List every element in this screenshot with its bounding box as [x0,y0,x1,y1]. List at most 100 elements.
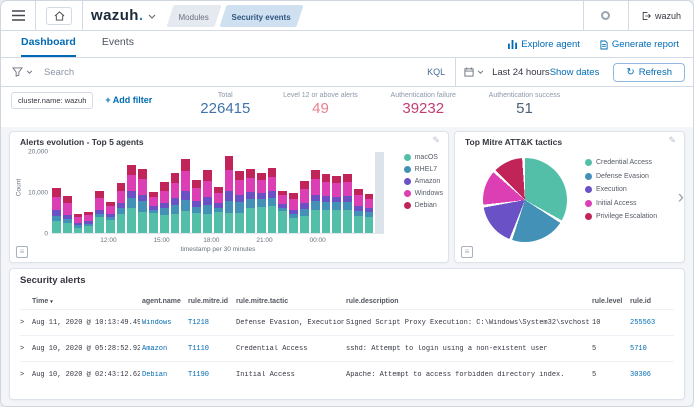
legend-item[interactable]: Initial Access [585,199,657,207]
stacked-bar[interactable] [289,193,298,233]
stacked-bar[interactable] [138,169,148,233]
stacked-bar[interactable] [202,169,212,233]
refresh-button[interactable]: ↻ Refresh [613,62,685,82]
stacked-bar[interactable] [332,175,342,233]
stacked-bar[interactable] [52,188,61,233]
stacked-bar[interactable] [116,182,126,233]
stacked-bar[interactable] [192,180,201,233]
kql-toggle[interactable]: KQL [427,67,446,77]
time-range-label[interactable]: Last 24 hours [492,66,550,78]
health-status-button[interactable] [584,1,628,30]
tab-dashboard[interactable]: Dashboard [21,36,76,57]
show-dates-button[interactable]: Show dates [549,66,600,78]
cell-agent-link[interactable]: Windows [142,318,172,327]
cell-mitre-id-link[interactable]: T1190 [188,370,210,379]
api-selector-chevron-icon[interactable] [148,14,156,19]
home-button[interactable] [46,6,72,25]
user-menu[interactable]: wazuh [629,11,693,21]
inspect-panel-icon[interactable]: ≡ [461,246,473,258]
stacked-bar[interactable] [181,159,191,233]
date-picker-button[interactable] [456,67,492,77]
stacked-bar[interactable] [343,173,352,233]
add-filter-button[interactable]: + Add filter [105,95,153,105]
stacked-bar[interactable] [235,170,245,233]
stacked-bar[interactable] [127,165,137,233]
legend-item[interactable]: Windows [403,190,443,197]
column-header-rule-id[interactable]: rule.id [630,297,652,305]
column-header-rule-level[interactable]: rule.level [592,297,623,305]
cell-level: 10 [592,318,601,327]
pie-chart[interactable] [483,158,567,242]
stacked-bar[interactable] [62,195,72,233]
bar-segment [138,211,148,233]
legend-item[interactable]: Amazon [403,178,443,185]
cell-rule-id-link[interactable]: 30306 [630,370,652,379]
stacked-bar[interactable] [149,191,158,233]
legend-item[interactable]: Debian [403,202,443,209]
search-input[interactable] [42,65,418,79]
subnav-actions: Explore agent Generate report [508,39,693,57]
stacked-bar[interactable] [278,190,288,233]
cell-agent-link[interactable]: Amazon [142,344,168,353]
legend-label: Credential Access [596,159,653,166]
cell-mitre-id-link[interactable]: T1218 [188,318,210,327]
filter-pill-cluster-name[interactable]: cluster.name: wazuh [11,92,94,109]
row-expander-icon[interactable]: > [20,344,25,353]
row-expander-icon[interactable]: > [20,370,25,379]
stacked-bar[interactable] [84,211,94,233]
tab-events[interactable]: Events [101,36,134,48]
stacked-bar[interactable] [213,187,223,233]
table-row: > Aug 10, 2020 @ 02:43:12.625 Debian T1190 I… [20,361,674,387]
row-expander-icon[interactable]: > [20,318,25,327]
cell-rule-id-link[interactable]: 5710 [630,344,647,353]
legend-item[interactable]: Credential Access [585,159,657,166]
saved-query-menu-button[interactable] [1,67,42,77]
stacked-bar[interactable] [105,201,115,233]
column-header-rule-mitre-tactic[interactable]: rule.mitre.tactic [236,297,289,305]
inspect-panel-icon[interactable]: ≡ [16,246,28,258]
cell-rule-id-link[interactable]: 255563 [630,318,656,327]
edit-panel-icon[interactable]: ✎ [668,135,676,145]
stacked-bar[interactable] [73,213,83,233]
cell-tactic: Initial Access [236,370,295,379]
cell-agent-link[interactable]: Debian [142,370,168,379]
bar-segment [192,212,201,233]
stacked-bar[interactable] [321,174,331,233]
edit-panel-icon[interactable]: ✎ [432,135,440,145]
bar-segment [116,208,126,215]
stacked-bar[interactable] [267,168,277,233]
stacked-bar[interactable] [310,170,320,233]
legend-item[interactable]: Execution [585,186,657,193]
bar-segment [310,179,320,195]
breadcrumb-modules[interactable]: Modules [166,4,223,27]
x-tick-label: 00:00 [309,237,326,244]
next-page-chevron-icon[interactable]: › [677,187,684,208]
explore-agent-button[interactable]: Explore agent [508,39,580,50]
stacked-bar[interactable] [159,182,169,233]
cell-mitre-id-link[interactable]: T1110 [188,344,210,353]
generate-report-button[interactable]: Generate report [600,39,679,50]
bar-plot[interactable] [52,152,385,234]
column-header-rule-description[interactable]: rule.description [346,297,399,305]
stacked-bar[interactable] [364,193,374,233]
stacked-bar[interactable] [95,190,104,233]
bar-segment [267,168,277,177]
stacked-bar[interactable] [170,173,180,233]
legend-item[interactable]: Privilege Escalation [585,213,657,220]
bar-segment [256,179,266,193]
legend-item[interactable]: macOS [403,154,443,161]
column-header-agent-name[interactable]: agent.name [142,297,181,305]
legend-item[interactable]: Defense Evasion [585,172,657,180]
mitre-tactics-panel: Top Mitre ATT&K tactics ✎ Credential Acc… [454,131,685,263]
menu-hamburger-icon[interactable] [1,1,35,30]
column-header-time[interactable]: Time ▾ [32,297,53,305]
bar-segment [202,180,212,198]
stacked-bar[interactable] [224,156,234,233]
stacked-bar[interactable] [256,172,266,233]
stacked-bar[interactable] [246,169,255,233]
column-header-rule-mitre-id[interactable]: rule.mitre.id [188,297,229,305]
wazuh-logo[interactable]: wazuh. [91,7,143,24]
legend-item[interactable]: RHEL7 [403,166,443,173]
stacked-bar[interactable] [299,180,309,233]
stacked-bar[interactable] [353,188,363,233]
